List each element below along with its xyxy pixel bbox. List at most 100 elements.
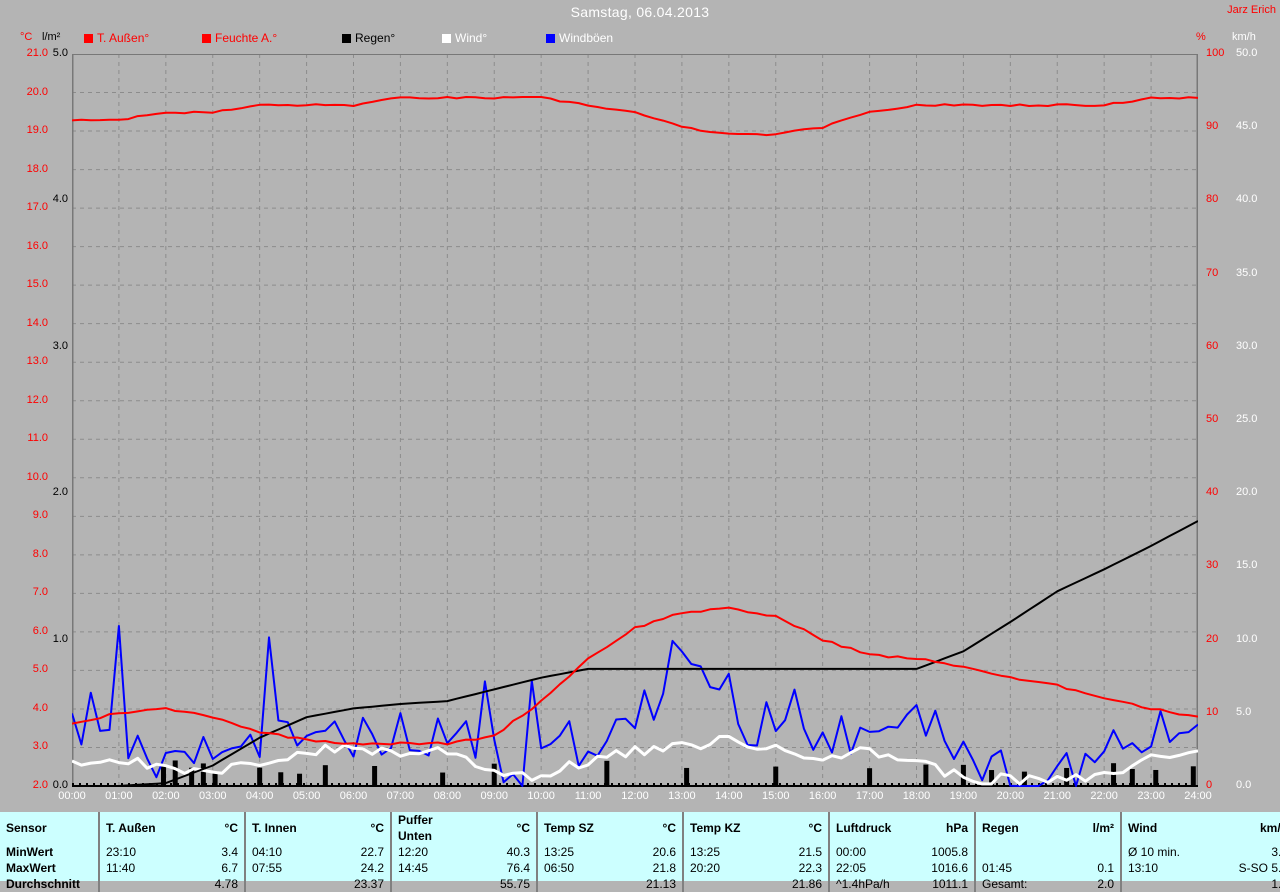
stats-cell-time	[974, 844, 1050, 860]
stats-cell-value: 23.37	[353, 877, 384, 891]
axis-tick-temp: 11.0	[27, 432, 48, 445]
axis-tick-time: 19:00	[949, 790, 978, 802]
axis-tick-temp: 13.0	[26, 355, 48, 368]
axis-tick-time: 07:00	[386, 790, 415, 802]
axis-tick-wind: 30.0	[1236, 339, 1258, 352]
axis-tick-wind: 50.0	[1236, 47, 1258, 59]
stats-cell-time	[244, 876, 320, 892]
stats-cell-value: 6.7	[221, 861, 238, 875]
axis-tick-humidity: 20	[1206, 632, 1219, 645]
axis-tick-time: 15:00	[761, 790, 790, 802]
legend-label: T. Außen°	[97, 31, 150, 45]
sensor-stats-table: Sensor T. Außen °C T. Innen °C Puffer Unten °C…	[0, 812, 1280, 892]
stats-cell-value: 24.2	[360, 861, 384, 875]
axis-unit-wind: km/h	[1232, 31, 1256, 43]
stats-cell-time: ^1.4hPa/h	[828, 876, 904, 892]
stats-row: Sensor T. Außen °C T. Innen °C Puffer Unten °C…	[0, 812, 1280, 844]
stats-cell-time	[390, 876, 466, 892]
stats-row: MinWert 23:10 3.4 04:10 22.7 12:20 40.3 13:25 20…	[0, 844, 1280, 860]
axis-tick-humidity: 10	[1206, 705, 1219, 718]
series-temp-aussen	[72, 606, 1198, 746]
stats-cell-time: Temp KZ	[682, 812, 758, 844]
axis-tick-wind: 25.0	[1236, 413, 1258, 425]
legend-label: Feuchte A.°	[215, 31, 278, 45]
axis-tick-time: 14:00	[715, 790, 743, 802]
legend-swatch-icon	[442, 34, 451, 43]
stats-row-label: Durchschnitt	[6, 877, 81, 891]
stats-cell-value: 4.78	[214, 877, 238, 891]
axis-tick-time: 21:00	[1043, 790, 1072, 802]
axis-unit-humidity: %	[1196, 31, 1206, 43]
stats-cell-value: °C	[516, 821, 530, 835]
axis-tick-temp: 4.0	[32, 701, 48, 714]
rain-event-bars	[160, 760, 1196, 786]
legend-swatch-icon	[342, 34, 351, 43]
axis-tick-time: 08:00	[433, 790, 462, 802]
axis-tick-humidity: 40	[1206, 486, 1219, 499]
stats-cell-time	[536, 876, 612, 892]
axis-tick-temp: 10.0	[26, 470, 48, 483]
axis-tick-time: 03:00	[198, 790, 227, 802]
stats-cell-time: 22:05	[828, 860, 904, 876]
axis-tick-wind: 35.0	[1236, 266, 1258, 279]
stats-cell-time: 07:55	[244, 860, 320, 876]
stats-row-label: Sensor	[6, 821, 47, 835]
axis-tick-time: 24:00	[1184, 790, 1212, 802]
stats-cell-value: 21.86	[791, 877, 822, 891]
axis-tick-wind: 0.0	[1236, 779, 1252, 791]
stats-cell-time: Temp SZ	[536, 812, 612, 844]
stats-cell-value: 40.3	[506, 845, 530, 859]
axis-tick-wind: 40.0	[1236, 193, 1258, 206]
stats-cell-time	[1120, 876, 1204, 892]
stats-cell-value: 21.8	[652, 861, 676, 875]
stats-cell-time: T. Außen	[98, 812, 174, 844]
axis-tick-rain: 3.0	[52, 339, 68, 352]
plot-background	[72, 54, 1198, 786]
axis-tick-humidity: 60	[1206, 339, 1219, 352]
series-regen	[72, 520, 1198, 787]
station-name: Jarz Erich	[1227, 4, 1276, 16]
series-feuchte	[72, 96, 1198, 137]
axis-tick-humidity: 50	[1206, 413, 1219, 425]
axis-tick-wind: 15.0	[1236, 559, 1258, 572]
legend-item-1[interactable]: T. Außen°	[84, 30, 149, 46]
stats-cell-time: 23:10	[98, 844, 174, 860]
legend-swatch-icon	[546, 34, 555, 43]
legend-item-3[interactable]: Regen°	[342, 30, 395, 46]
stats-cell-time: 11:40	[98, 860, 174, 876]
axis-tick-rain: 2.0	[52, 486, 68, 499]
stats-cell-value: 55.75	[499, 877, 530, 891]
stats-cell-time: Luftdruck	[828, 812, 904, 844]
legend-label: Wind°	[455, 31, 488, 45]
axis-tick-temp: 5.0	[32, 663, 48, 676]
stats-cell-value: 3.8	[1271, 845, 1280, 859]
axis-tick-rain: 0.0	[52, 779, 68, 791]
stats-cell-time: Regen	[974, 812, 1050, 844]
axis-tick-temp: 12.0	[26, 393, 48, 406]
axis-tick-temp: 19.0	[26, 124, 48, 137]
stats-cell-time: Gesamt:	[974, 876, 1050, 892]
stats-cell-value: 1.7	[1271, 877, 1280, 891]
stats-cell-value: 21.5	[798, 845, 822, 859]
stats-cell-time: 13:10	[1120, 860, 1204, 876]
axis-tick-temp: 6.0	[32, 624, 48, 637]
axis-tick-humidity: 80	[1206, 193, 1219, 206]
legend-item-5[interactable]: Windböen	[546, 30, 613, 46]
axis-tick-time: 10:00	[527, 790, 555, 802]
legend-item-2[interactable]: Feuchte A.°	[202, 30, 277, 46]
stats-cell-value: 1011.1	[932, 877, 968, 891]
axis-tick-temp: 2.0	[32, 779, 48, 791]
stats-cell-time: Puffer Unten	[390, 812, 466, 844]
legend-item-4[interactable]: Wind°	[442, 30, 487, 46]
axis-tick-temp: 3.0	[32, 740, 48, 753]
stats-cell-value: 2.0	[1097, 877, 1114, 891]
axis-tick-humidity: 90	[1206, 120, 1219, 133]
axis-unit-rain: l/m²	[42, 31, 61, 43]
stats-cell-time: Ø 10 min.	[1120, 844, 1204, 860]
axis-tick-temp: 16.0	[26, 239, 48, 252]
series-windboeen	[72, 625, 1198, 787]
weather-plot	[72, 54, 1198, 787]
grid-lines	[72, 54, 1198, 787]
axis-tick-temp: 8.0	[32, 547, 48, 560]
axis-tick-time: 00:00	[58, 790, 86, 802]
